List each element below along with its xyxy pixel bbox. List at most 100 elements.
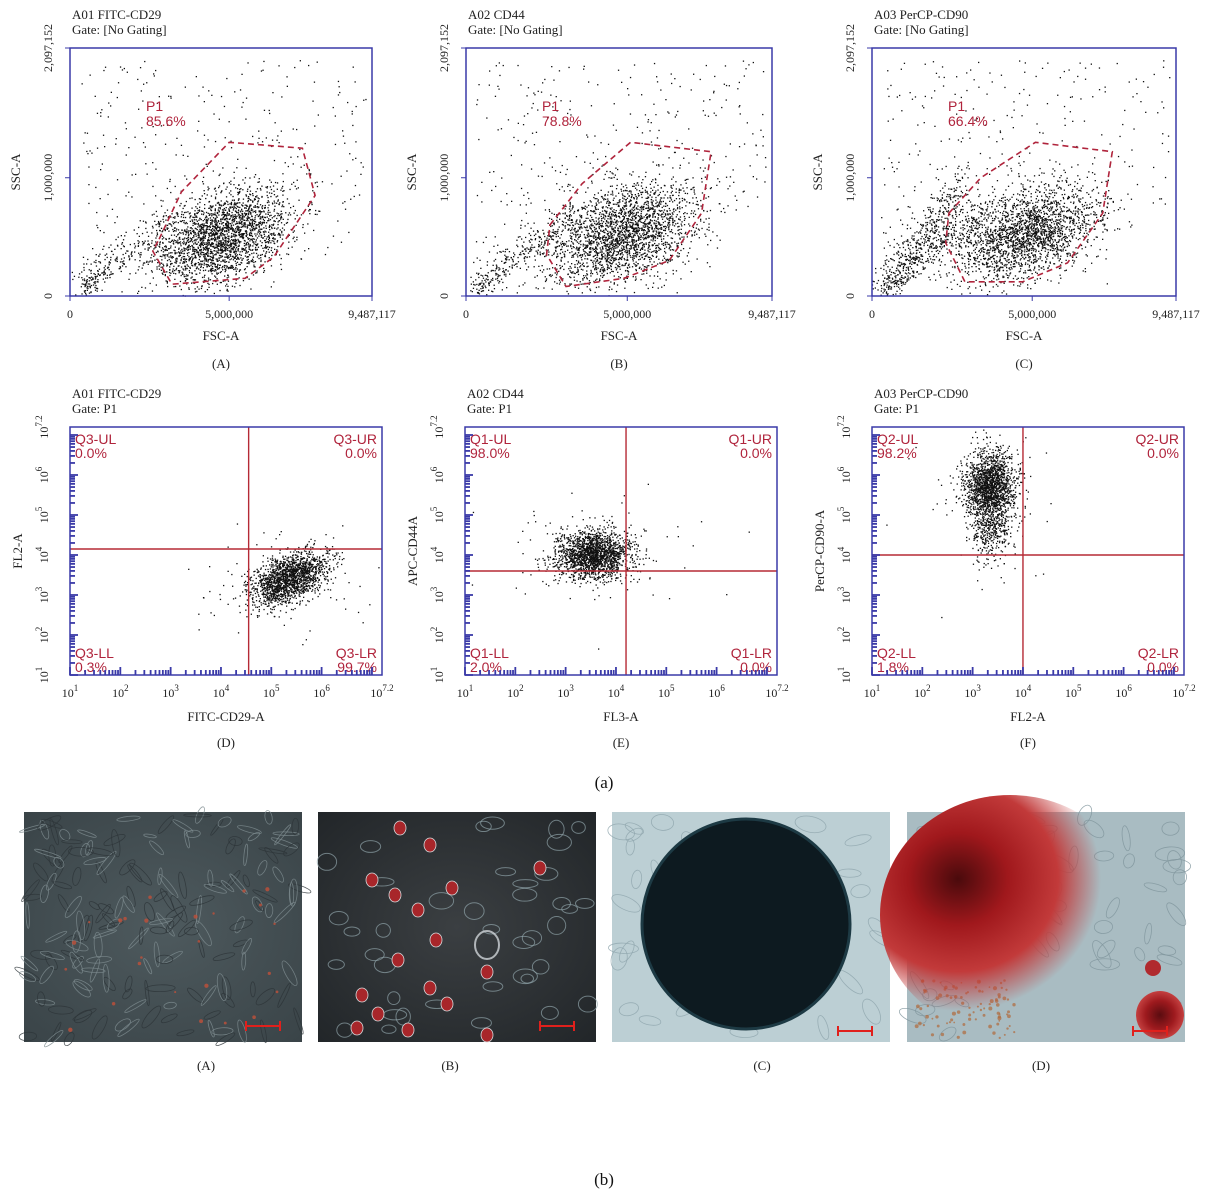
data-point <box>602 235 604 238</box>
data-point <box>645 284 647 286</box>
data-point <box>214 224 217 226</box>
data-point <box>337 94 340 96</box>
data-point <box>636 253 638 256</box>
data-point <box>682 248 685 250</box>
data-point <box>645 201 647 203</box>
data-point <box>586 225 588 227</box>
data-point <box>623 217 625 219</box>
data-point <box>180 202 182 205</box>
data-point <box>78 276 80 278</box>
data-point <box>226 289 228 292</box>
data-point <box>218 221 220 223</box>
data-point <box>679 167 681 169</box>
data-point <box>138 241 140 243</box>
data-point <box>564 283 566 285</box>
data-point <box>672 209 675 211</box>
data-point <box>302 224 304 226</box>
data-point <box>214 266 217 268</box>
data-point <box>591 225 593 227</box>
data-point <box>309 209 311 211</box>
data-point <box>213 245 215 247</box>
data-point <box>344 208 347 210</box>
data-point <box>592 266 594 268</box>
data-point <box>191 241 194 243</box>
data-point <box>154 220 156 222</box>
data-point <box>196 251 199 253</box>
data-point <box>636 233 638 235</box>
data-point <box>613 211 616 214</box>
data-point <box>635 200 638 203</box>
data-point <box>652 179 654 181</box>
data-point <box>121 265 124 267</box>
data-point <box>213 113 215 115</box>
data-point <box>255 211 257 214</box>
data-point <box>228 192 231 194</box>
data-point <box>170 224 172 226</box>
data-point <box>667 214 669 216</box>
data-point <box>247 188 249 190</box>
data-point <box>260 264 262 266</box>
data-point <box>230 249 232 252</box>
data-point <box>151 240 153 242</box>
data-point <box>621 264 623 267</box>
data-point <box>637 205 639 207</box>
data-point <box>83 269 85 271</box>
data-point <box>158 265 160 267</box>
data-point <box>639 206 641 208</box>
data-point <box>640 238 642 241</box>
data-point <box>623 195 626 197</box>
data-point <box>220 204 222 206</box>
data-point <box>220 241 222 243</box>
data-point <box>581 259 583 261</box>
data-point <box>212 258 214 260</box>
data-point <box>208 258 210 261</box>
data-point <box>227 274 229 276</box>
data-point <box>180 232 182 234</box>
data-point <box>220 271 222 273</box>
data-point <box>199 229 202 231</box>
data-point <box>255 206 257 208</box>
data-point <box>556 268 558 270</box>
data-point <box>207 250 209 252</box>
data-point <box>668 219 670 221</box>
data-point <box>605 198 607 200</box>
data-point <box>268 238 270 241</box>
data-point <box>524 282 526 284</box>
data-point <box>698 229 700 231</box>
data-point <box>647 235 649 237</box>
data-point <box>99 261 101 263</box>
data-point <box>245 207 247 209</box>
data-point <box>210 209 213 212</box>
data-point <box>192 237 194 239</box>
data-point <box>159 264 161 266</box>
data-point <box>83 266 85 269</box>
data-point <box>239 230 242 232</box>
data-point <box>670 246 672 248</box>
data-point <box>231 243 233 245</box>
data-point <box>217 237 219 239</box>
data-point <box>225 256 227 258</box>
data-point <box>631 222 633 224</box>
data-point <box>250 199 252 201</box>
data-point <box>183 274 185 276</box>
data-point <box>237 202 239 204</box>
data-point <box>653 213 655 215</box>
data-point <box>610 234 612 236</box>
data-point <box>662 259 664 261</box>
data-point <box>254 217 256 219</box>
data-point <box>101 289 103 291</box>
data-point <box>249 193 251 195</box>
data-point <box>652 216 654 218</box>
data-point <box>321 181 324 183</box>
data-point <box>580 283 582 285</box>
data-point <box>261 141 264 143</box>
data-point <box>661 218 664 220</box>
data-point <box>677 245 679 247</box>
data-point <box>102 272 104 274</box>
data-point <box>277 227 279 229</box>
data-point <box>186 178 188 180</box>
data-point <box>208 235 210 237</box>
data-point <box>225 223 227 225</box>
data-point <box>264 235 266 237</box>
data-point <box>599 263 601 266</box>
